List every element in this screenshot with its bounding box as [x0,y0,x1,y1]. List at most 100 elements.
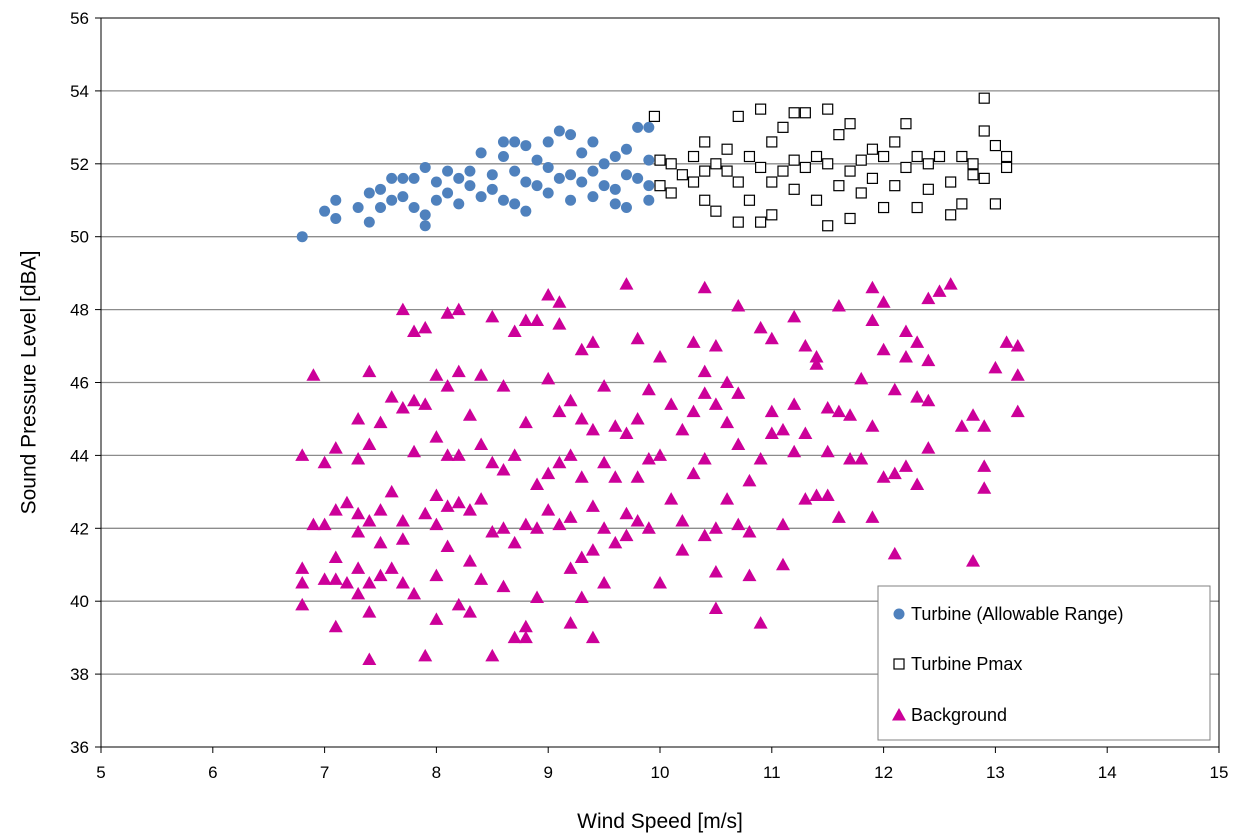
data-point [921,291,936,305]
y-tick-label: 50 [70,228,89,247]
data-point [597,575,612,589]
data-point [731,386,746,399]
data-point [866,143,879,155]
data-point [664,397,679,410]
data-point [518,630,533,644]
x-tick-label: 11 [763,763,781,782]
data-point [509,136,521,148]
data-point [876,342,891,356]
data-point [496,579,511,593]
data-point [451,302,466,316]
data-point [989,198,1002,210]
data-point [306,368,321,381]
data-point [619,277,634,290]
data-point [485,524,500,538]
data-point [541,288,556,301]
data-point [474,368,489,381]
data-point [675,543,690,556]
data-point [430,194,442,206]
data-point [609,151,621,163]
data-point [451,364,466,378]
data-point [574,550,589,563]
data-point [565,194,577,206]
data-point [654,154,666,166]
data-point [530,590,545,604]
data-point [699,136,711,148]
x-tick-label: 14 [1098,763,1117,782]
data-point [563,393,578,407]
data-point [922,183,934,195]
data-point [900,161,912,174]
data-point [911,201,923,214]
data-point [462,554,477,567]
data-point [373,503,388,516]
data-point [552,295,567,308]
data-point [720,375,735,388]
data-point [978,125,990,137]
series-square-points [648,92,1013,232]
data-point [844,165,856,177]
data-point [620,169,632,181]
data-point [675,514,690,527]
data-point [877,201,890,214]
data-point [921,393,936,407]
data-point [966,408,981,421]
data-point [440,306,455,319]
data-point [574,590,589,604]
data-point [328,572,343,585]
data-point [921,353,936,367]
data-point [820,444,835,458]
data-point [844,118,856,130]
data-point [686,404,701,418]
data-point [945,209,957,221]
data-point [429,368,444,381]
legend-label: Turbine (Allowable Range) [911,604,1123,624]
data-point [1000,150,1013,163]
data-point [977,459,992,472]
legend-item-turbine-allowable-range: Turbine (Allowable Range) [893,604,1123,624]
data-point [542,187,554,199]
data-point [710,205,722,217]
data-point [565,129,577,141]
data-point [373,568,388,582]
data-point [665,158,677,170]
data-point [317,517,332,531]
data-point [876,470,891,483]
data-point [530,521,545,534]
data-point [553,125,565,137]
data-point [418,648,433,662]
data-point [574,411,589,425]
x-tick-label: 8 [432,763,441,782]
data-point [576,176,588,188]
data-point [328,619,343,633]
data-point [384,561,399,574]
data-point [755,103,767,115]
data-point [708,565,723,578]
legend-marker-triangle [892,708,906,721]
data-point [809,349,824,363]
data-point [585,499,600,512]
data-point [518,313,533,327]
data-point [552,404,567,418]
y-tick-label: 48 [70,301,89,320]
data-point [386,194,398,206]
data-point [362,575,377,589]
data-point [720,415,735,429]
x-tick-label: 12 [874,763,893,782]
data-point [496,521,511,534]
y-tick-label: 36 [70,738,89,757]
data-point [553,172,565,184]
data-point [598,180,610,192]
data-point [563,616,578,629]
legend-label: Background [911,705,1007,725]
data-point [833,129,845,141]
data-point [597,455,612,469]
data-point [809,488,824,501]
data-point [407,393,422,407]
data-point [630,514,645,527]
data-point [865,510,880,523]
data-point [710,158,722,170]
data-point [708,601,723,614]
data-point [988,360,1003,374]
